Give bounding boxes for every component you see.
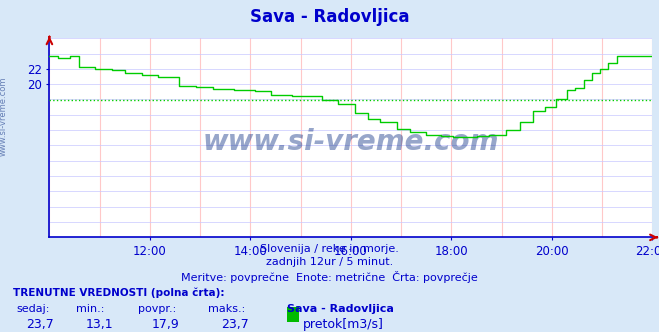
Text: Meritve: povprečne  Enote: metrične  Črta: povprečje: Meritve: povprečne Enote: metrične Črta:… [181,271,478,283]
Text: www.si-vreme.com: www.si-vreme.com [203,128,499,156]
Text: TRENUTNE VREDNOSTI (polna črta):: TRENUTNE VREDNOSTI (polna črta): [13,287,225,298]
Text: min.:: min.: [76,304,104,314]
Text: 13,1: 13,1 [86,318,113,331]
Text: Sava - Radovljica: Sava - Radovljica [250,8,409,26]
Text: maks.:: maks.: [208,304,245,314]
Text: Sava - Radovljica: Sava - Radovljica [287,304,393,314]
Text: 23,7: 23,7 [26,318,54,331]
Text: zadnjih 12ur / 5 minut.: zadnjih 12ur / 5 minut. [266,257,393,267]
Text: 23,7: 23,7 [221,318,248,331]
Text: povpr.:: povpr.: [138,304,177,314]
Text: sedaj:: sedaj: [16,304,50,314]
Text: www.si-vreme.com: www.si-vreme.com [0,76,8,156]
Text: pretok[m3/s]: pretok[m3/s] [303,318,384,331]
Text: Slovenija / reke in morje.: Slovenija / reke in morje. [260,244,399,254]
Text: 17,9: 17,9 [152,318,179,331]
